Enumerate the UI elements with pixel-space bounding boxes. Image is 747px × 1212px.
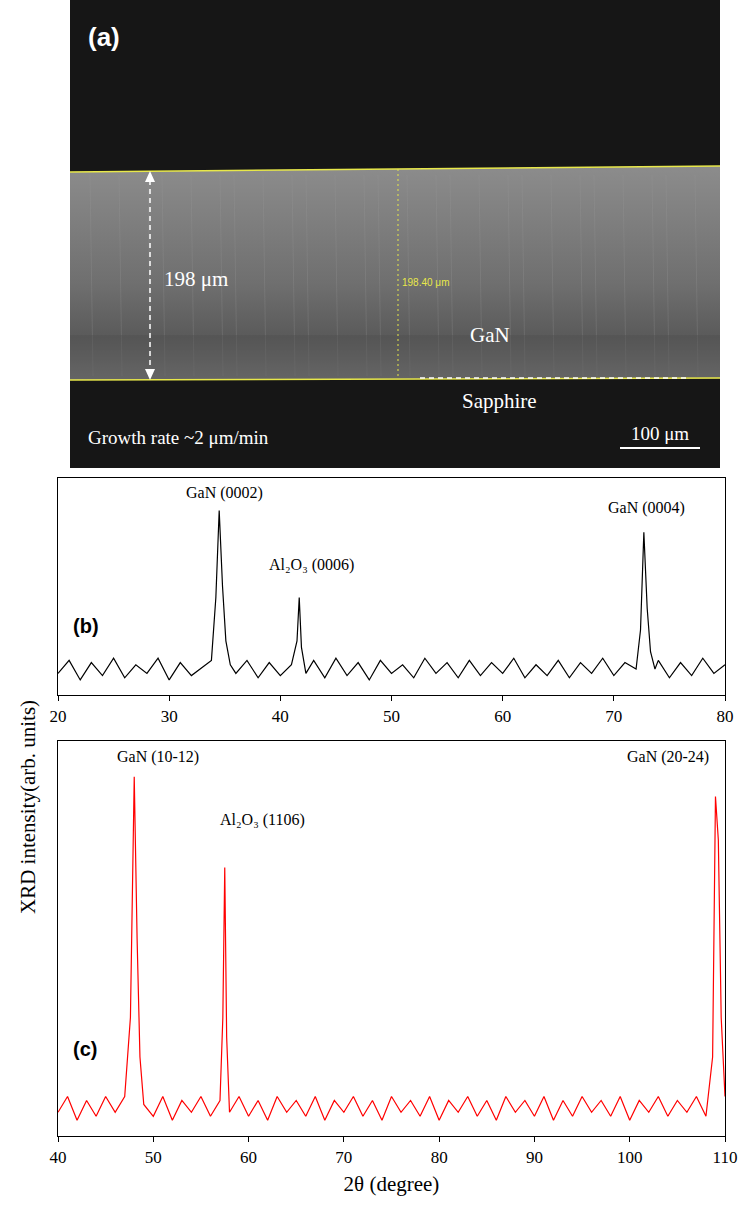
- svg-text:(c): (c): [73, 1038, 97, 1060]
- svg-text:Sapphire: Sapphire: [462, 389, 537, 413]
- svg-text:Growth rate ~2 μm/min: Growth rate ~2 μm/min: [88, 427, 269, 448]
- svg-text:80: 80: [717, 707, 734, 726]
- svg-text:GaN (0004): GaN (0004): [608, 499, 685, 517]
- svg-text:(a): (a): [88, 22, 120, 52]
- svg-text:50: 50: [383, 707, 400, 726]
- svg-text:198.40 μm: 198.40 μm: [402, 277, 449, 288]
- svg-text:Al₂O₃ (0006): Al₂O₃ (0006): [269, 556, 354, 574]
- svg-text:70: 70: [335, 1148, 352, 1167]
- svg-text:(b): (b): [73, 615, 99, 637]
- svg-text:GaN (0002): GaN (0002): [186, 484, 263, 502]
- svg-text:30: 30: [161, 707, 178, 726]
- svg-text:100: 100: [617, 1148, 643, 1167]
- svg-text:90: 90: [526, 1148, 543, 1167]
- svg-text:GaN: GaN: [470, 323, 510, 347]
- svg-text:20: 20: [50, 707, 67, 726]
- svg-text:XRD intensity(arb. units): XRD intensity(arb. units): [16, 700, 40, 914]
- svg-text:60: 60: [240, 1148, 257, 1167]
- svg-text:80: 80: [431, 1148, 448, 1167]
- svg-text:40: 40: [272, 707, 289, 726]
- svg-text:GaN (10-12): GaN (10-12): [117, 748, 199, 766]
- svg-text:Al₂O₃ (1106): Al₂O₃ (1106): [220, 811, 305, 829]
- svg-text:2θ (degree): 2θ (degree): [344, 1172, 440, 1196]
- svg-text:100 μm: 100 μm: [631, 423, 689, 444]
- svg-text:60: 60: [494, 707, 511, 726]
- svg-text:198 μm: 198 μm: [164, 267, 228, 291]
- svg-text:40: 40: [50, 1148, 67, 1167]
- svg-text:GaN (20-24): GaN (20-24): [627, 748, 709, 766]
- svg-text:70: 70: [605, 707, 622, 726]
- svg-text:50: 50: [145, 1148, 162, 1167]
- svg-text:110: 110: [713, 1148, 738, 1167]
